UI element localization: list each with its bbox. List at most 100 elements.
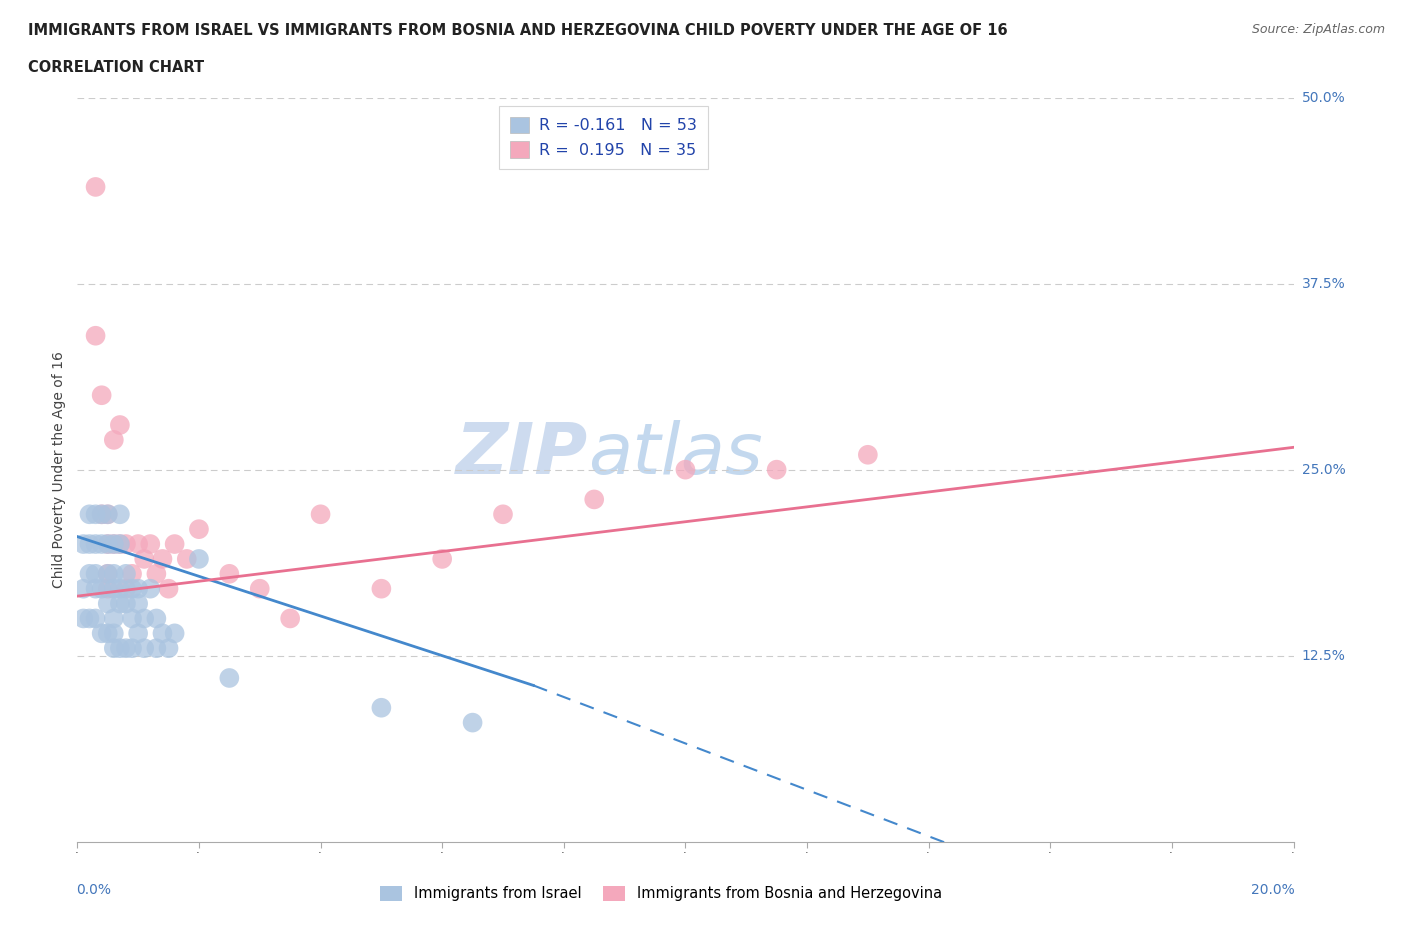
Point [218,671,240,685]
Point [108,507,131,522]
Point [370,581,392,596]
Point [163,626,186,641]
Point [97,537,120,551]
Point [188,551,211,566]
Point [97,566,120,581]
Point [188,522,211,537]
Text: 12.5%: 12.5% [1302,648,1346,663]
Text: 50.0%: 50.0% [1302,90,1346,105]
Point [115,581,138,596]
Point [79,566,101,581]
Point [115,596,138,611]
Point [675,462,697,477]
Point [90,581,112,596]
Point [103,432,125,447]
Point [176,551,198,566]
Point [121,611,143,626]
Point [115,537,138,551]
Point [370,700,392,715]
Point [97,626,120,641]
Point [108,537,131,551]
Point [84,179,107,194]
Point [97,507,120,522]
Point [145,611,167,626]
Point [139,537,162,551]
Point [121,581,143,596]
Point [461,715,484,730]
Text: atlas: atlas [588,420,762,489]
Point [84,611,107,626]
Point [108,418,131,432]
Point [90,626,112,641]
Point [72,581,94,596]
Text: 20.0%: 20.0% [1251,883,1295,897]
Point [157,641,180,656]
Text: ZIP: ZIP [456,420,588,489]
Point [309,507,332,522]
Point [108,641,131,656]
Point [103,566,125,581]
Point [90,388,112,403]
Point [79,611,101,626]
Point [97,581,120,596]
Point [84,537,107,551]
Point [97,566,120,581]
Point [157,581,180,596]
Point [127,596,149,611]
Point [72,611,94,626]
Point [145,641,167,656]
Point [249,581,271,596]
Point [108,581,131,596]
Point [127,581,149,596]
Point [152,626,174,641]
Point [127,537,149,551]
Point [84,581,107,596]
Point [145,566,167,581]
Point [108,537,131,551]
Point [97,507,120,522]
Point [856,447,879,462]
Point [103,581,125,596]
Text: IMMIGRANTS FROM ISRAEL VS IMMIGRANTS FROM BOSNIA AND HERZEGOVINA CHILD POVERTY U: IMMIGRANTS FROM ISRAEL VS IMMIGRANTS FRO… [28,23,1008,38]
Point [79,537,101,551]
Point [103,611,125,626]
Point [90,537,112,551]
Point [84,507,107,522]
Point [90,507,112,522]
Point [103,641,125,656]
Text: 0.0%: 0.0% [76,883,111,897]
Point [103,626,125,641]
Text: 25.0%: 25.0% [1302,462,1346,477]
Point [84,566,107,581]
Point [127,626,149,641]
Point [430,551,453,566]
Text: Source: ZipAtlas.com: Source: ZipAtlas.com [1251,23,1385,36]
Legend: Immigrants from Israel, Immigrants from Bosnia and Herzegovina: Immigrants from Israel, Immigrants from … [380,886,942,901]
Point [134,551,156,566]
Point [139,581,162,596]
Point [134,611,156,626]
Point [134,641,156,656]
Point [492,507,515,522]
Text: 37.5%: 37.5% [1302,276,1346,291]
Point [79,507,101,522]
Y-axis label: Child Poverty Under the Age of 16: Child Poverty Under the Age of 16 [52,352,66,588]
Point [103,537,125,551]
Point [115,641,138,656]
Point [278,611,301,626]
Point [121,641,143,656]
Text: CORRELATION CHART: CORRELATION CHART [28,60,204,75]
Point [72,537,94,551]
Point [97,596,120,611]
Point [97,537,120,551]
Point [108,596,131,611]
Point [163,537,186,551]
Point [583,492,606,507]
Point [765,462,787,477]
Point [90,507,112,522]
Point [218,566,240,581]
Point [115,566,138,581]
Point [121,566,143,581]
Point [84,328,107,343]
Point [152,551,174,566]
